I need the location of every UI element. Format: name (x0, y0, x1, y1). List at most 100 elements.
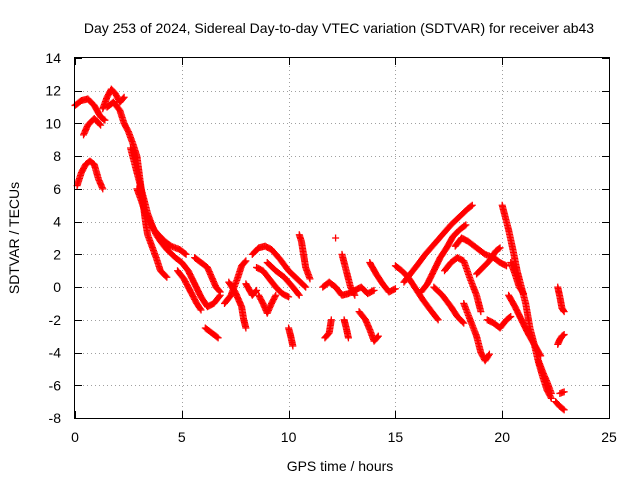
sat-track-16 (255, 291, 280, 317)
sat-track-3 (80, 115, 105, 139)
y-tick-label: 4 (53, 214, 61, 230)
sat-track-7 (133, 185, 190, 258)
data-point (294, 290, 302, 298)
sat-track-21 (321, 316, 335, 342)
sat-track-4 (99, 85, 128, 113)
data-point (253, 286, 261, 294)
data-point (285, 293, 293, 301)
sat-track-24 (340, 316, 352, 342)
data-point (306, 275, 314, 283)
data-point (214, 334, 222, 342)
sat-track-20 (319, 278, 378, 299)
data-point (519, 288, 527, 296)
sat-track-39 (535, 357, 555, 397)
data-point (182, 250, 190, 258)
data-point (351, 291, 359, 299)
x-tick-label: 10 (281, 429, 297, 445)
y-tick-label: 6 (53, 181, 61, 197)
data-point (252, 287, 260, 295)
sat-track-41 (554, 331, 568, 348)
sat-track-10 (201, 324, 222, 342)
data-point (216, 288, 224, 296)
data-point (373, 333, 381, 341)
sat-track-8 (174, 267, 205, 314)
sat-track-9 (191, 254, 224, 296)
sat-track-30 (430, 283, 468, 327)
data-points (71, 85, 568, 414)
sat-track-33 (460, 299, 493, 365)
data-point (467, 202, 475, 210)
sat-track-40 (552, 398, 568, 414)
x-axis-label: GPS time / hours (287, 458, 394, 474)
data-point (496, 244, 504, 252)
data-point (507, 313, 515, 321)
sat-track-1 (71, 95, 109, 124)
chart-title: Day 253 of 2024, Sidereal Day-to-day VTE… (84, 20, 594, 36)
sat-track-36 (498, 201, 555, 402)
sat-track-18 (285, 324, 297, 350)
data-point (181, 250, 189, 258)
data-point (560, 388, 568, 396)
sat-track-23 (338, 250, 359, 299)
sat-track-13 (242, 280, 261, 299)
data-point (350, 290, 358, 298)
data-point (162, 272, 170, 280)
x-tick-label: 0 (71, 429, 79, 445)
data-point (560, 331, 568, 339)
y-tick-label: -8 (49, 410, 62, 426)
data-point (485, 350, 493, 358)
x-tick-label: 5 (178, 429, 186, 445)
y-tick-label: 8 (53, 148, 61, 164)
data-point (242, 324, 250, 332)
data-point (96, 120, 104, 128)
data-point (215, 287, 223, 295)
data-point (391, 285, 399, 293)
data-point (374, 332, 382, 340)
data-point (242, 257, 250, 265)
sat-track-25 (355, 308, 382, 345)
sat-track-34 (473, 244, 504, 278)
data-point (468, 201, 476, 209)
data-point (495, 245, 503, 253)
sat-track-15 (253, 263, 293, 301)
data-point (369, 287, 377, 295)
data-point (477, 308, 485, 316)
y-tick-label: -6 (49, 377, 62, 393)
data-point (370, 286, 378, 294)
data-point (536, 351, 544, 359)
y-axis-label: SDTVAR / TECUs (6, 182, 22, 294)
y-tick-label: 2 (53, 246, 61, 262)
axis-ticks (75, 58, 610, 419)
data-point (560, 406, 568, 414)
data-point (120, 93, 128, 101)
data-point (213, 333, 221, 341)
y-tick-label: 0 (53, 279, 61, 295)
data-point (100, 115, 108, 123)
data-point (295, 291, 303, 299)
data-point (460, 319, 468, 327)
data-point (520, 290, 528, 298)
sat-track-38 (507, 259, 528, 298)
sat-track-22 (332, 234, 340, 242)
data-point (272, 291, 280, 299)
data-point (434, 316, 442, 324)
sat-track-12 (225, 278, 250, 332)
grid-lines (75, 58, 609, 418)
data-point (99, 185, 107, 193)
data-point (344, 334, 352, 342)
data-point (559, 405, 567, 413)
x-tick-label: 15 (388, 429, 404, 445)
data-point (462, 221, 470, 229)
sat-track-35 (483, 313, 515, 332)
y-tick-label: -4 (49, 345, 62, 361)
x-tick-label: 25 (601, 429, 617, 445)
data-point (559, 307, 567, 315)
data-point (163, 273, 171, 281)
x-tick-label: 20 (494, 429, 510, 445)
sat-track-2 (73, 157, 107, 193)
data-point (485, 351, 493, 359)
sat-track-29 (417, 221, 470, 296)
data-point (301, 282, 309, 290)
data-point (390, 285, 398, 293)
